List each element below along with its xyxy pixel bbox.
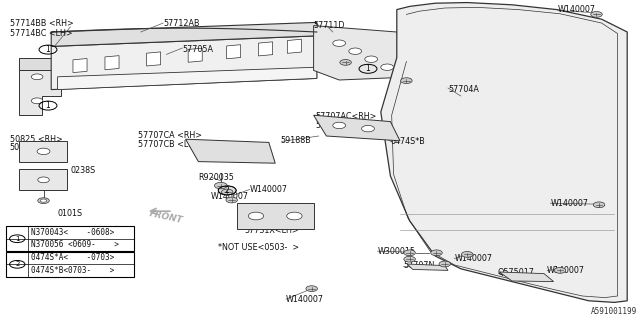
Polygon shape — [287, 39, 301, 53]
Text: 57714BB <RH>: 57714BB <RH> — [10, 20, 74, 28]
Text: FRONT: FRONT — [148, 210, 184, 226]
Circle shape — [333, 40, 346, 46]
Circle shape — [38, 177, 49, 183]
Text: W140007: W140007 — [211, 192, 249, 201]
Circle shape — [31, 98, 43, 104]
Circle shape — [31, 74, 43, 80]
Circle shape — [365, 56, 378, 62]
Text: N370056 <0609-    >: N370056 <0609- > — [31, 240, 118, 249]
Polygon shape — [147, 52, 161, 66]
Text: W140007: W140007 — [286, 295, 324, 304]
Circle shape — [554, 268, 566, 273]
Polygon shape — [73, 59, 87, 73]
Polygon shape — [407, 264, 448, 270]
Polygon shape — [381, 3, 627, 302]
Text: W140007: W140007 — [547, 266, 585, 275]
Circle shape — [248, 212, 264, 220]
Text: 0474S*A<    -0703>: 0474S*A< -0703> — [31, 253, 114, 262]
Text: 57711D: 57711D — [314, 21, 345, 30]
Polygon shape — [19, 70, 61, 115]
Circle shape — [439, 261, 451, 267]
Text: 59188B: 59188B — [280, 136, 311, 145]
Text: 57731X<LH>: 57731X<LH> — [244, 226, 299, 235]
Circle shape — [287, 212, 302, 220]
Text: 57714BC <LH>: 57714BC <LH> — [10, 29, 72, 38]
Circle shape — [226, 197, 237, 203]
Text: 1: 1 — [45, 101, 51, 110]
FancyBboxPatch shape — [6, 226, 134, 251]
Text: 1: 1 — [15, 236, 20, 242]
Text: 2: 2 — [225, 186, 230, 195]
Circle shape — [431, 250, 442, 256]
Text: R920035: R920035 — [198, 173, 234, 182]
Text: 50825 <RH>: 50825 <RH> — [10, 135, 62, 144]
Text: W140007: W140007 — [250, 185, 287, 194]
Text: W140007: W140007 — [550, 199, 588, 208]
Polygon shape — [186, 139, 275, 163]
Circle shape — [362, 125, 374, 132]
Circle shape — [349, 48, 362, 54]
Text: 2: 2 — [15, 261, 19, 267]
Circle shape — [221, 189, 233, 195]
Circle shape — [340, 60, 351, 65]
Polygon shape — [237, 203, 314, 229]
Text: Q575017: Q575017 — [498, 268, 535, 277]
Circle shape — [333, 122, 346, 129]
Text: 57707AD<LH>: 57707AD<LH> — [315, 121, 376, 130]
Polygon shape — [51, 36, 317, 90]
Polygon shape — [19, 169, 67, 190]
Text: 50825A<LH>: 50825A<LH> — [10, 143, 64, 152]
Polygon shape — [19, 141, 67, 162]
Polygon shape — [227, 45, 241, 59]
Circle shape — [593, 202, 605, 208]
Text: 1: 1 — [45, 45, 51, 54]
Circle shape — [591, 12, 602, 17]
Text: W140007: W140007 — [454, 254, 492, 263]
Text: W300015: W300015 — [378, 247, 415, 256]
Text: 57705A: 57705A — [182, 45, 213, 54]
Polygon shape — [259, 42, 273, 56]
Text: 1: 1 — [365, 64, 371, 73]
Text: 57731W<RH>: 57731W<RH> — [244, 217, 303, 226]
Polygon shape — [19, 58, 61, 70]
Text: 57707AC<RH>: 57707AC<RH> — [315, 112, 376, 121]
Text: 57712AB: 57712AB — [163, 19, 200, 28]
Circle shape — [306, 286, 317, 292]
Circle shape — [37, 148, 50, 155]
Polygon shape — [105, 56, 119, 70]
Polygon shape — [314, 115, 400, 141]
Text: 57707N: 57707N — [403, 261, 435, 270]
Text: 0238S: 0238S — [70, 166, 95, 175]
Text: *NOT USE<0503-  >: *NOT USE<0503- > — [218, 243, 299, 252]
Polygon shape — [188, 48, 202, 62]
Text: A591001199: A591001199 — [591, 307, 637, 316]
Text: N370043<    -0608>: N370043< -0608> — [31, 228, 114, 237]
Circle shape — [218, 186, 236, 195]
Circle shape — [461, 252, 473, 257]
Text: W140007: W140007 — [558, 5, 596, 14]
Circle shape — [404, 250, 415, 256]
Circle shape — [214, 182, 227, 189]
Polygon shape — [499, 272, 554, 282]
Polygon shape — [58, 67, 317, 90]
Text: 57707CB <LH>: 57707CB <LH> — [138, 140, 200, 149]
FancyBboxPatch shape — [6, 252, 134, 277]
Polygon shape — [51, 22, 317, 46]
Text: 0101S: 0101S — [58, 209, 83, 218]
Circle shape — [40, 199, 47, 202]
Circle shape — [404, 256, 415, 262]
Circle shape — [381, 64, 394, 70]
Text: 0474S*B: 0474S*B — [390, 137, 425, 146]
Text: 57707CA <RH>: 57707CA <RH> — [138, 132, 202, 140]
Circle shape — [38, 198, 49, 204]
Circle shape — [401, 78, 412, 84]
Polygon shape — [314, 26, 416, 80]
Text: 57704A: 57704A — [448, 85, 479, 94]
Text: 0474S*B<0703-    >: 0474S*B<0703- > — [31, 266, 114, 275]
